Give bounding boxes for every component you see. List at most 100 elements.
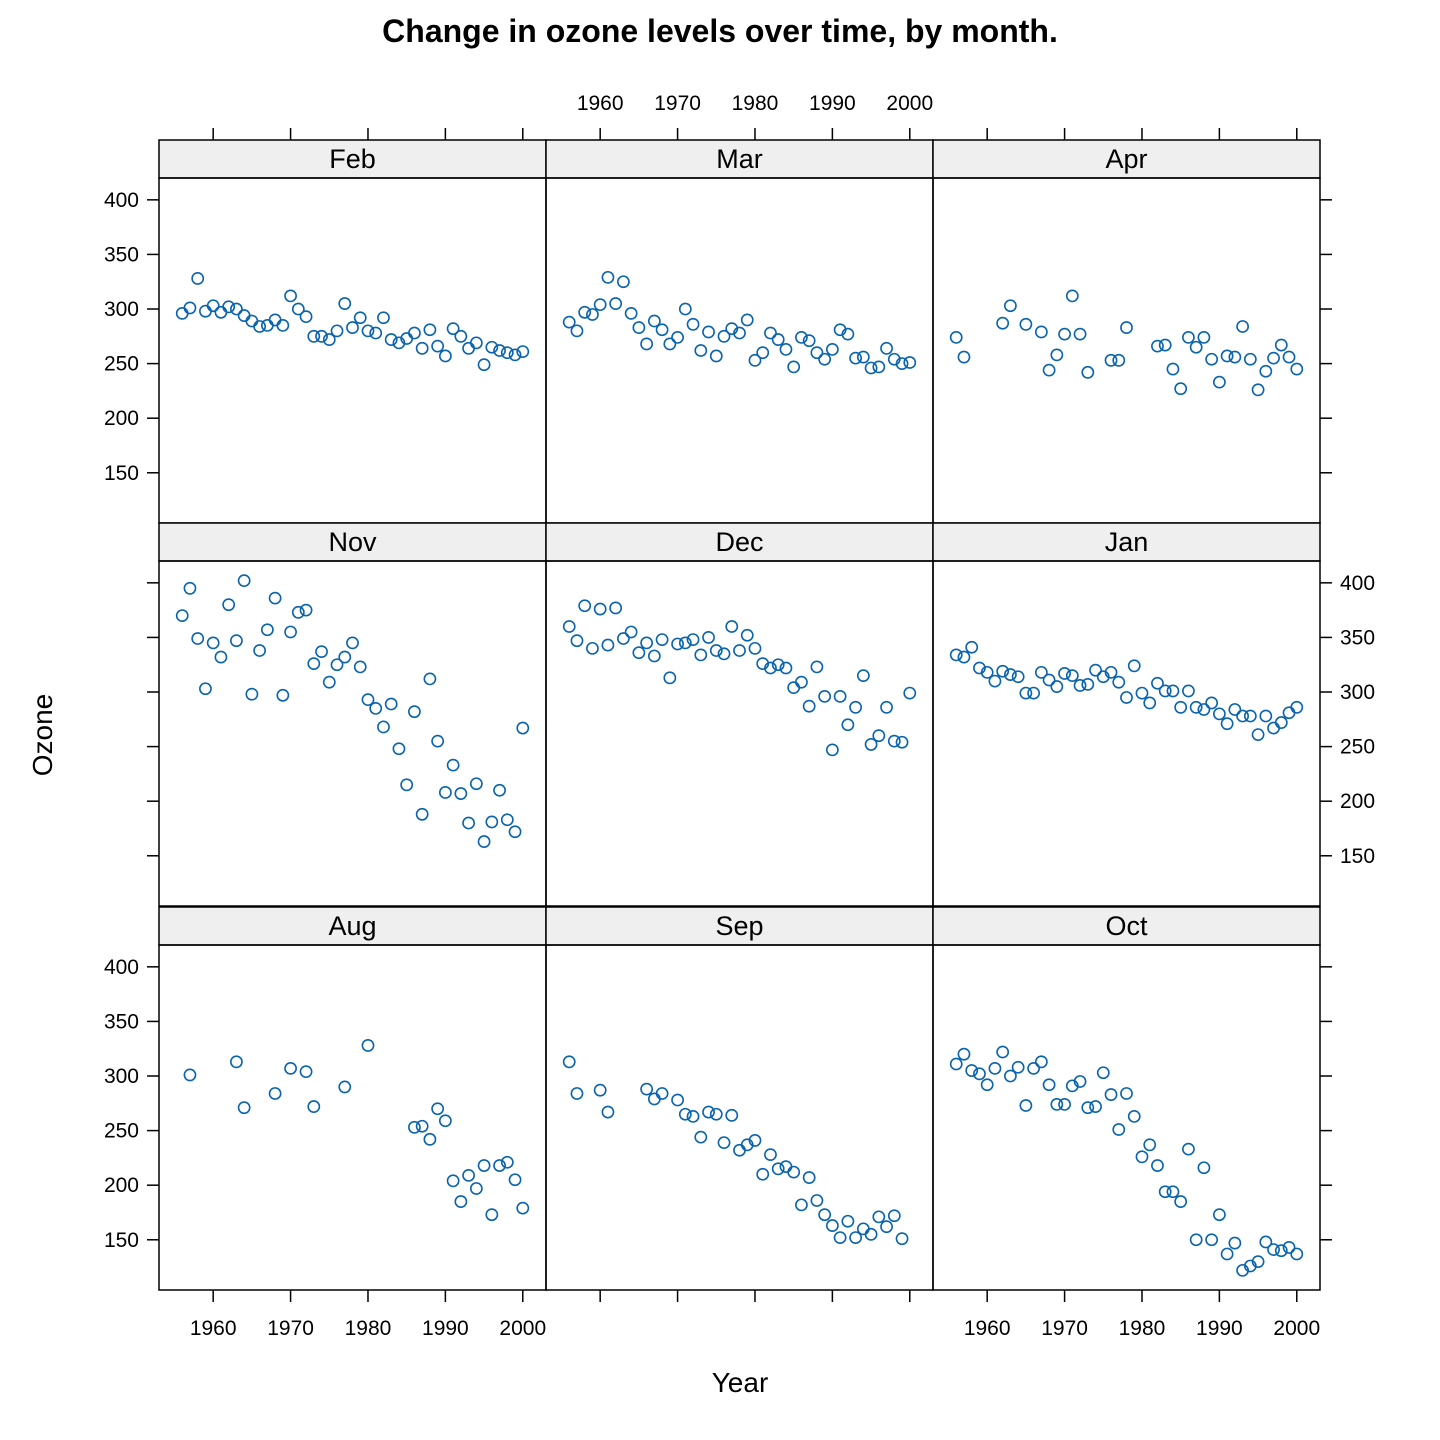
data-point (353, 311, 367, 325)
panel-dec: Dec (545, 522, 934, 907)
x-tick-label: 1980 (732, 92, 779, 115)
data-point (276, 688, 290, 702)
data-point (880, 341, 893, 355)
data-point (586, 308, 599, 321)
data-point (748, 353, 762, 367)
data-point (570, 634, 584, 648)
data-point (291, 302, 305, 316)
y-tick-label: 200 (104, 407, 139, 430)
data-point (849, 351, 862, 365)
data-point (586, 641, 599, 655)
data-point (864, 1227, 878, 1241)
data-point (1096, 1066, 1110, 1080)
data-point (191, 272, 205, 285)
data-point (825, 343, 839, 356)
data-point (229, 302, 243, 316)
data-point (500, 346, 514, 360)
y-tick-label: 350 (104, 1010, 139, 1033)
data-point (562, 1055, 576, 1069)
strip-label-sep: Sep (715, 911, 763, 941)
data-point (276, 318, 290, 332)
data-point (624, 306, 638, 320)
data-point (655, 1087, 669, 1100)
data-point (1212, 1208, 1226, 1222)
data-point (284, 289, 297, 303)
data-point (764, 1148, 777, 1162)
x-tick-label: 2000 (886, 92, 933, 115)
x-tick-label: 1980 (1119, 1317, 1166, 1340)
chart-title: Change in ozone levels over time, by mon… (382, 13, 1058, 49)
data-point (268, 313, 282, 327)
data-point (733, 1143, 746, 1157)
data-point (717, 329, 731, 343)
data-point (1073, 1075, 1087, 1088)
data-point (570, 324, 584, 338)
data-point (1004, 1069, 1017, 1083)
data-point (1174, 1195, 1188, 1208)
data-point (1158, 1185, 1172, 1199)
data-point (810, 660, 824, 674)
data-point (833, 689, 847, 703)
data-point (1042, 673, 1056, 687)
data-point (253, 644, 267, 657)
y-tick-label: 150 (1340, 845, 1375, 868)
data-point (1274, 716, 1288, 729)
data-point (493, 344, 506, 357)
data-point (423, 672, 437, 686)
data-point (702, 325, 715, 339)
data-point (787, 681, 801, 695)
data-point (1151, 676, 1164, 690)
strip-label-aug: Aug (328, 911, 376, 941)
strip-mar (545, 139, 934, 179)
data-point (771, 333, 785, 346)
data-point (856, 350, 870, 364)
data-point (856, 669, 870, 683)
data-point (237, 309, 251, 322)
y-tick-label: 300 (104, 298, 139, 321)
data-point (1166, 1185, 1180, 1199)
data-point (617, 632, 630, 645)
data-point (1243, 352, 1257, 366)
strip-jan (932, 522, 1321, 562)
data-point (593, 1083, 607, 1097)
data-point (1112, 1123, 1126, 1136)
data-point (996, 1045, 1010, 1059)
data-point (694, 1130, 708, 1144)
data-point (1267, 1243, 1280, 1257)
data-point (1073, 327, 1087, 341)
strip-sep (545, 906, 934, 946)
data-point (1011, 1060, 1025, 1074)
data-point (1228, 350, 1242, 364)
x-tick-label: 1990 (809, 92, 856, 115)
data-point (1267, 721, 1280, 735)
data-point (841, 1214, 855, 1228)
data-point (361, 693, 375, 707)
data-point (214, 305, 228, 319)
panel-mar: Mar (545, 139, 934, 524)
data-point (895, 1232, 909, 1246)
data-point (307, 1100, 321, 1113)
data-point (377, 311, 390, 325)
data-point (717, 647, 731, 661)
data-point (438, 786, 452, 799)
data-point (1027, 686, 1041, 700)
data-point (338, 1080, 352, 1094)
data-point (887, 734, 901, 748)
data-point (895, 735, 909, 749)
panel-frame (932, 177, 1321, 524)
data-point (647, 314, 661, 328)
data-point (1081, 677, 1095, 691)
data-point (199, 304, 212, 318)
data-point (825, 743, 839, 757)
data-point (206, 636, 220, 650)
data-point (1104, 353, 1118, 367)
x-tick-label: 1960 (964, 1317, 1011, 1340)
panel-aug: Aug (158, 906, 547, 1291)
data-point (516, 345, 530, 358)
panel-frame (932, 944, 1321, 1291)
y-tick-label: 400 (1340, 572, 1375, 595)
data-point (1205, 352, 1219, 366)
data-point (872, 729, 886, 743)
data-point (1112, 675, 1126, 689)
data-point (702, 1105, 715, 1119)
